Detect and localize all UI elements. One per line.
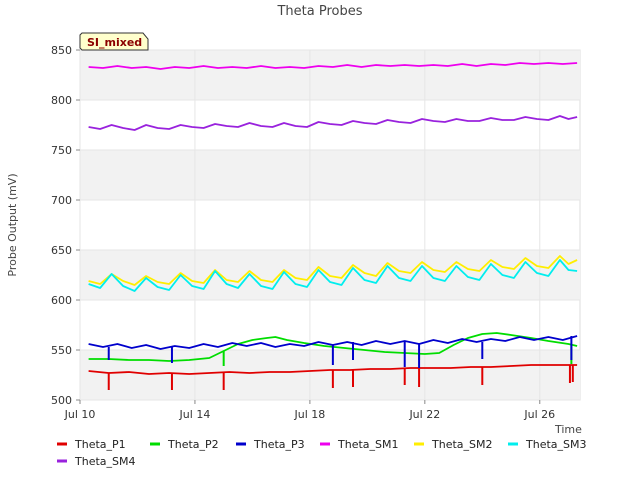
- grid-lines: [79, 49, 580, 401]
- x-axis-label: Time: [554, 423, 582, 436]
- legend-label: Theta_SM4: [74, 455, 135, 468]
- plot-band: [80, 150, 580, 200]
- legend-swatch: [508, 442, 518, 446]
- plot-background: [79, 49, 581, 401]
- x-axis: Jul 10 Jul 14 Jul 18 Jul 22 Jul 26: [64, 400, 555, 421]
- site-badge-label: SI_mixed: [87, 36, 142, 49]
- x-tick-label: Jul 14: [179, 408, 211, 421]
- legend-label: Theta_P2: [167, 438, 219, 451]
- x-tick-label: Jul 10: [64, 408, 96, 421]
- y-tick-label: 550: [51, 344, 72, 357]
- legend: Theta_P1 Theta_P2 Theta_P3 Theta_SM1 Theta_S…: [57, 438, 586, 468]
- legend-swatch: [236, 442, 246, 446]
- series-group: [88, 62, 578, 390]
- legend-label: Theta_SM2: [431, 438, 492, 451]
- series-line-theta-sm2: [88, 255, 578, 286]
- plot-area: [79, 49, 581, 401]
- y-tick-label: 600: [51, 294, 72, 307]
- series-line-theta-p2: [88, 332, 578, 362]
- chart-title: Theta Probes: [276, 4, 362, 19]
- legend-swatch: [57, 459, 67, 463]
- legend-label: Theta_P1: [74, 438, 126, 451]
- y-tick-label: 750: [51, 144, 72, 157]
- legend-swatch: [150, 442, 160, 446]
- legend-label: Theta_P3: [253, 438, 305, 451]
- y-axis-label: Probe Output (mV): [6, 173, 19, 276]
- y-tick-label: 800: [51, 94, 72, 107]
- y-axis: 500 550 600 650 700 750 800 850: [51, 44, 80, 407]
- plot-band: [80, 350, 580, 400]
- site-badge: SI_mixed: [79, 32, 149, 51]
- y-tick-label: 700: [51, 194, 72, 207]
- x-tick-label: Jul 18: [294, 408, 326, 421]
- series-line-theta-sm1: [88, 62, 578, 70]
- legend-swatch: [57, 442, 67, 446]
- plot-band: [80, 50, 580, 100]
- series-line-theta-sm3: [88, 259, 578, 292]
- legend-swatch: [320, 442, 330, 446]
- y-tick-label: 500: [51, 394, 72, 407]
- y-tick-label: 650: [51, 244, 72, 257]
- y-tick-label: 850: [51, 44, 72, 57]
- x-tick-label: Jul 22: [408, 408, 440, 421]
- x-tick-label: Jul 26: [523, 408, 555, 421]
- series-line-theta-sm4: [88, 115, 578, 131]
- legend-label: Theta_SM1: [337, 438, 398, 451]
- site-badge-box: [79, 32, 149, 51]
- legend-swatch: [414, 442, 424, 446]
- legend-label: Theta_SM3: [525, 438, 586, 451]
